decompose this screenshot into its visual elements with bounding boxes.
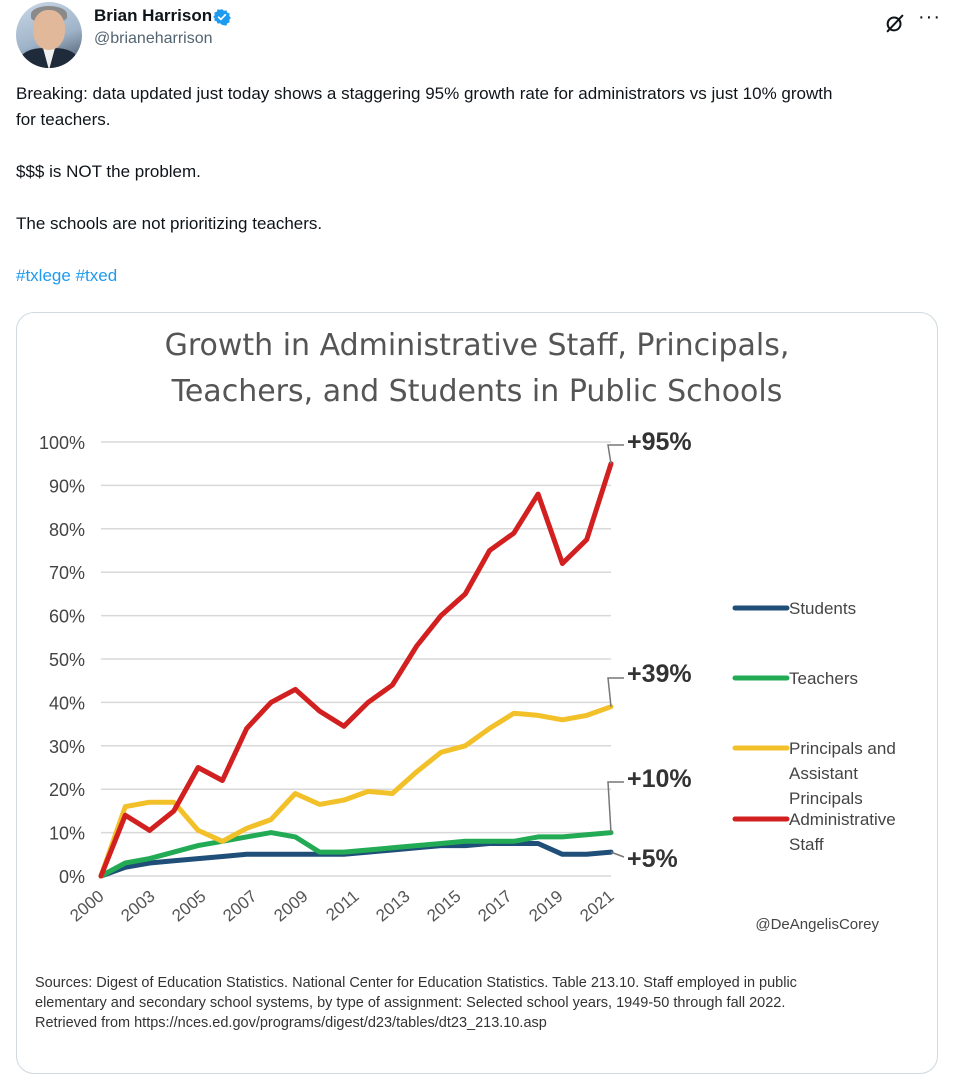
x-tick-label: 2019 [525, 887, 566, 926]
hashtag-link[interactable]: #txed [75, 266, 118, 285]
y-tick-label: 50% [49, 650, 85, 670]
avatar[interactable] [16, 2, 82, 68]
legend-label: Assistant [789, 764, 858, 783]
chart-image-card[interactable]: Growth in Administrative Staff, Principa… [16, 312, 938, 1074]
legend-label: Students [789, 599, 856, 618]
user-name[interactable]: Brian Harrison [94, 6, 213, 25]
end-label-leader [607, 444, 624, 464]
chart-title: Growth in Administrative Staff, Principa… [165, 328, 790, 363]
sources-line: elementary and secondary school systems,… [35, 995, 786, 1011]
end-value-label: +39% [627, 660, 692, 688]
more-options-icon[interactable]: ··· [918, 6, 941, 28]
series-line [98, 841, 614, 879]
end-label-leader [607, 677, 624, 707]
y-tick-label: 70% [49, 563, 85, 583]
y-tick-label: 100% [39, 433, 85, 453]
chart-credit: @DeAngelisCorey [755, 916, 879, 933]
legend-label: Administrative [789, 810, 896, 829]
legend-label: Principals and [789, 739, 896, 758]
x-tick-label: 2011 [322, 887, 362, 925]
y-tick-label: 10% [49, 824, 85, 844]
x-tick-label: 2013 [372, 887, 413, 926]
hashtags: #txlege #txed [16, 264, 117, 288]
hashtag-link[interactable]: #txlege [16, 266, 71, 285]
y-tick-label: 90% [49, 476, 85, 496]
y-tick-label: 60% [49, 607, 85, 627]
sources-line: Sources: Digest of Education Statistics.… [35, 975, 797, 991]
end-value-label: +5% [627, 845, 678, 873]
grok-icon[interactable] [884, 12, 906, 34]
x-tick-label: 2003 [117, 887, 158, 926]
chart-title: Teachers, and Students in Public Schools [171, 374, 783, 409]
tweet-text-line: $$$ is NOT the problem. [16, 162, 201, 181]
legend-label: Teachers [789, 669, 858, 688]
x-tick-label: 2021 [576, 887, 617, 926]
end-label-leader [610, 851, 625, 858]
sources-line: Retrieved from https://nces.ed.gov/progr… [35, 1015, 547, 1031]
tweet-text-line: Breaking: data updated just today shows … [16, 84, 833, 103]
chart-sources: Sources: Digest of Education Statistics.… [35, 973, 925, 1033]
tweet-text-line: for teachers. [16, 110, 111, 129]
series-line [98, 830, 614, 879]
legend-label: Principals [789, 789, 863, 808]
x-tick-label: 2000 [66, 887, 107, 926]
x-tick-label: 2005 [168, 887, 209, 926]
y-tick-label: 40% [49, 693, 85, 713]
series-line [98, 704, 614, 879]
x-tick-label: 2007 [219, 887, 260, 926]
tweet-text-line: The schools are not prioritizing teacher… [16, 214, 323, 233]
y-tick-label: 30% [49, 737, 85, 757]
x-tick-label: 2017 [474, 887, 515, 926]
end-value-label: +95% [627, 428, 692, 456]
verified-badge-icon [213, 9, 231, 26]
legend-label: Staff [789, 835, 824, 854]
series-line [98, 461, 614, 879]
y-tick-label: 20% [49, 780, 85, 800]
y-tick-label: 80% [49, 520, 85, 540]
x-tick-label: 2015 [423, 887, 464, 926]
x-tick-label: 2009 [270, 887, 311, 926]
y-tick-label: 0% [59, 867, 85, 887]
end-label-leader [607, 781, 624, 833]
line-chart: Growth in Administrative Staff, Principa… [39, 328, 896, 933]
end-value-label: +10% [627, 765, 692, 793]
user-handle[interactable]: @brianeharrison [94, 30, 213, 47]
